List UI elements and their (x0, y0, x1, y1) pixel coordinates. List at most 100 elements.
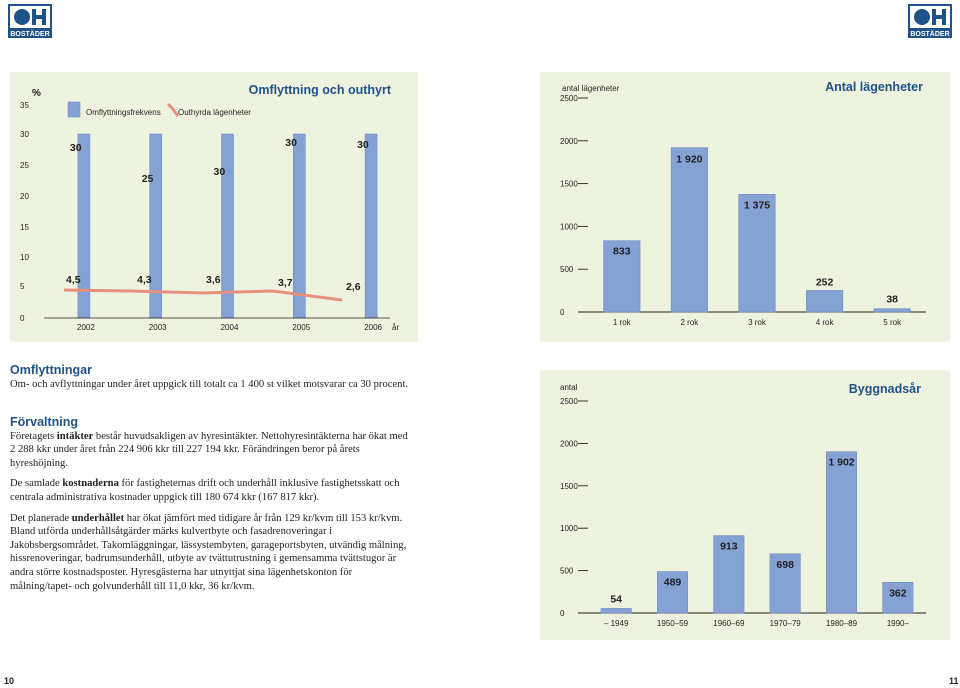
legend-line-swatch (166, 102, 180, 117)
y-tick-label: 20 (20, 192, 29, 201)
bar-value-label: 833 (613, 246, 631, 258)
bar-value-label: 913 (720, 541, 738, 553)
x-tick-label: 1 rok (613, 318, 632, 327)
line-value-label: 3,6 (206, 274, 221, 286)
omflyttningar-heading: Omflyttningar (10, 363, 92, 377)
logo-text: BOSTÄDER (10, 30, 49, 38)
legend-bar-swatch (67, 101, 81, 118)
bar-value-label: 1 902 (828, 457, 854, 469)
page-number-left: 10 (4, 676, 15, 686)
x-tick-label: 1950–59 (657, 619, 689, 628)
bar-value-label: 25 (142, 173, 154, 185)
x-unit-label: år (392, 323, 399, 332)
line-value-label: 4,5 (66, 274, 81, 286)
x-tick-label: 3 rok (748, 318, 767, 327)
x-tick-label: 1970–79 (770, 619, 802, 628)
y-tick-label: 0 (20, 314, 25, 323)
bar-value-label: 1 375 (744, 199, 770, 211)
x-tick-label: 2003 (149, 323, 167, 332)
x-tick-label: 4 rok (816, 318, 835, 327)
bar-value-label: 30 (357, 139, 369, 151)
bar (656, 571, 689, 614)
bar-value-label: 362 (889, 587, 907, 599)
y-tick-label: 30 (20, 130, 29, 139)
y-tick-label: 500 (560, 567, 574, 576)
y-tick-label: 1000 (560, 524, 578, 533)
x-tick-label: 1990– (887, 619, 910, 628)
bar-value-label: 1 920 (676, 154, 702, 166)
forvaltning-underhall-paragraph: Det planerade underhållet har ökat jämfö… (10, 512, 415, 594)
y-tick-label: 0 (560, 609, 565, 618)
chart2-title: Antal lägenheter (825, 80, 923, 94)
y-tick-label: 2000 (560, 137, 578, 146)
chart-byggnadsar: antal Byggnadsår 2500 2000 1500 1000 500 0 – 1… (540, 370, 950, 640)
chart2-ylabel: antal lägenheter (562, 84, 620, 93)
bar-value-label: 489 (664, 577, 682, 589)
y-tick-label: 1000 (560, 222, 578, 231)
bar-value-label: 698 (776, 559, 794, 571)
chart-antal-svg: antal lägenheter Antal lägenheter 2500 20… (560, 80, 926, 327)
line-value-label: 4,3 (137, 274, 152, 286)
forvaltning-heading: Förvaltning (10, 415, 79, 429)
bar-omflyttningsfrekvens (364, 133, 378, 319)
chart-antal-lagenheter: antal lägenheter Antal lägenheter 2500 20… (540, 72, 950, 342)
bar (882, 582, 914, 614)
x-tick-label: – 1949 (604, 619, 629, 628)
bar-value-label: 30 (70, 142, 82, 154)
forvaltning-intakter-paragraph: Företagets intäkter består huvudsakligen… (10, 430, 415, 471)
x-tick-label: 2005 (292, 323, 310, 332)
bar (600, 608, 632, 614)
text-run: De samlade (10, 478, 63, 490)
forvaltning-kostnader-paragraph: De samlade kostnaderna för fastigheterna… (10, 477, 415, 504)
company-logo-left: BOSTÄDER (8, 4, 52, 38)
section-forvaltning: Förvaltning Företagets intäkter består h… (10, 415, 415, 594)
x-tick-label: 2002 (77, 323, 95, 332)
y-tick-label: 1500 (560, 482, 578, 491)
chart-byggnadsar-svg: antal Byggnadsår 2500 2000 1500 1000 500 0 – 1… (560, 382, 926, 628)
text-run: består huvudsakligen av hyresintäkter. N… (10, 430, 408, 469)
y-tick-label: 10 (20, 253, 29, 262)
y-tick-label: 1500 (560, 180, 578, 189)
x-tick-label: 2004 (221, 323, 239, 332)
chart1-ylabel: % (32, 88, 41, 99)
line-value-label: 3,7 (278, 277, 293, 289)
y-tick-label: 500 (560, 265, 574, 274)
y-tick-label: 2000 (560, 439, 578, 448)
text-run-bold: underhållet (71, 512, 125, 524)
bar (603, 240, 641, 313)
bar (670, 147, 708, 313)
text-run-bold: intäkter (56, 430, 94, 442)
bar (806, 290, 844, 313)
bar (738, 194, 776, 313)
y-tick-label: 2500 (560, 397, 578, 406)
line-value-label: 2,6 (346, 281, 361, 293)
bar-value-label: 54 (610, 593, 622, 605)
bar-value-label: 38 (886, 294, 898, 306)
x-tick-label: 1980–89 (826, 619, 858, 628)
chart1-title: Omflyttning och outhyrt (249, 83, 392, 97)
x-tick-label: 5 rok (883, 318, 902, 327)
y-tick-label: 25 (20, 161, 29, 170)
line-outhyrda-lagenheter (63, 288, 343, 302)
bar-value-label: 30 (285, 137, 297, 149)
text-run: för fastigheternas drift och underhåll i… (10, 478, 400, 503)
omflyttningar-body: Om- och avflyttningar under året uppgick… (10, 378, 409, 390)
bar-omflyttningsfrekvens (292, 133, 306, 319)
y-tick-label: 5 (20, 282, 25, 291)
text-run-bold: kostnaderna (62, 478, 119, 490)
text-run: Företagets (10, 430, 57, 442)
x-tick-label: 2006 (364, 323, 382, 332)
y-tick-label: 0 (560, 308, 565, 317)
bar (713, 535, 745, 614)
x-tick-label: 1960–69 (713, 619, 745, 628)
bar-omflyttningsfrekvens (221, 133, 234, 319)
logo-text: BOSTÄDER (910, 30, 949, 38)
x-tick-label: 2 rok (681, 318, 700, 327)
chart3-title: Byggnadsår (849, 382, 921, 396)
bar (873, 308, 911, 313)
chart-omflyttning-svg: % Omflyttningsfrekvens Outhyrda lägenhet… (20, 83, 399, 332)
legend-bar-label: Omflyttningsfrekvens (86, 108, 161, 117)
company-logo-right: BOSTÄDER (908, 4, 952, 38)
y-tick-label: 2500 (560, 94, 578, 103)
bar (825, 451, 858, 614)
